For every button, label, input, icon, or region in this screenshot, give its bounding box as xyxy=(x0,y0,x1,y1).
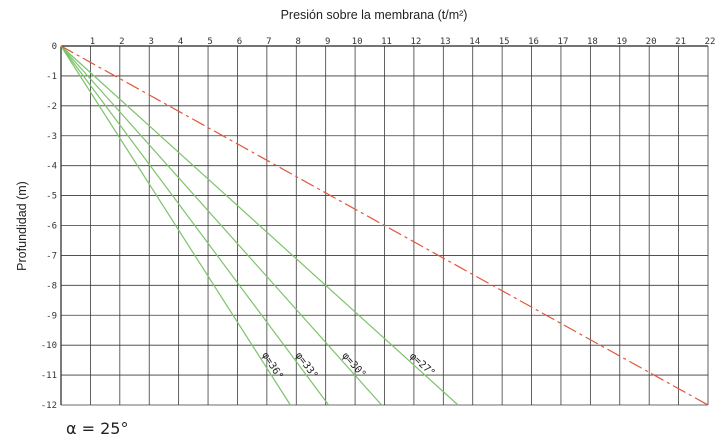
y-tick-label: -5 xyxy=(46,192,57,202)
y-tick-label: -12 xyxy=(41,401,57,411)
x-tick-label: 10 xyxy=(352,37,363,47)
x-tick-label: 11 xyxy=(381,37,392,47)
series-line-1 xyxy=(60,45,330,406)
x-tick-label: 6 xyxy=(237,37,242,47)
y-tick-label: -10 xyxy=(41,341,57,351)
y-tick-label: -1 xyxy=(46,72,57,82)
y-tick-label: -6 xyxy=(46,222,57,232)
x-tick-label: 2 xyxy=(119,37,124,47)
x-tick-label: 3 xyxy=(149,37,154,47)
x-tick-label: 22 xyxy=(705,37,716,47)
y-tick-label: -7 xyxy=(46,251,57,261)
x-tick-label: 18 xyxy=(587,37,598,47)
x-tick-label: 5 xyxy=(207,37,212,47)
x-tick-label: 7 xyxy=(266,37,271,47)
x-tick-label: 8 xyxy=(296,37,301,47)
series-line-3 xyxy=(60,45,459,406)
y-tick-label: -4 xyxy=(46,162,57,172)
alpha-annotation: α = 25° xyxy=(66,419,128,438)
x-tick-label: 15 xyxy=(499,37,510,47)
tick-labels: 1 2 3 4 5 6 7 8 9 10 11 12 13 14 15 16 17 18 19 20 21 220-1-2… xyxy=(41,37,716,411)
y-tick-label: -2 xyxy=(46,102,57,112)
series-line-4 xyxy=(60,45,709,406)
y-tick-label: -8 xyxy=(46,281,57,291)
x-tick-label: 1 xyxy=(90,37,95,47)
y-axis-label: Profundidad (m) xyxy=(15,181,29,271)
x-tick-label: 17 xyxy=(558,37,569,47)
x-tick-label: 14 xyxy=(469,37,480,47)
series-label-1: φ=33° xyxy=(293,350,320,381)
x-tick-label: 20 xyxy=(646,37,657,47)
chart-title: Presión sobre la membrana (t/m²) xyxy=(281,8,468,22)
grid xyxy=(60,45,709,406)
series-line-2 xyxy=(60,45,383,406)
y-tick-label: -9 xyxy=(46,311,57,321)
x-tick-label: 16 xyxy=(528,37,539,47)
x-tick-label: 21 xyxy=(675,37,686,47)
x-tick-label: 4 xyxy=(178,37,183,47)
x-tick-label: 9 xyxy=(325,37,330,47)
x-tick-label: 12 xyxy=(410,37,421,47)
y-tick-label: -11 xyxy=(41,371,57,381)
x-tick-label: 19 xyxy=(616,37,627,47)
series-label-2: φ=30° xyxy=(339,351,367,381)
y-tick-label: 0 xyxy=(52,42,57,52)
series-line-0 xyxy=(60,45,291,406)
x-tick-label: 13 xyxy=(440,37,451,47)
y-tick-label: -3 xyxy=(46,132,57,142)
